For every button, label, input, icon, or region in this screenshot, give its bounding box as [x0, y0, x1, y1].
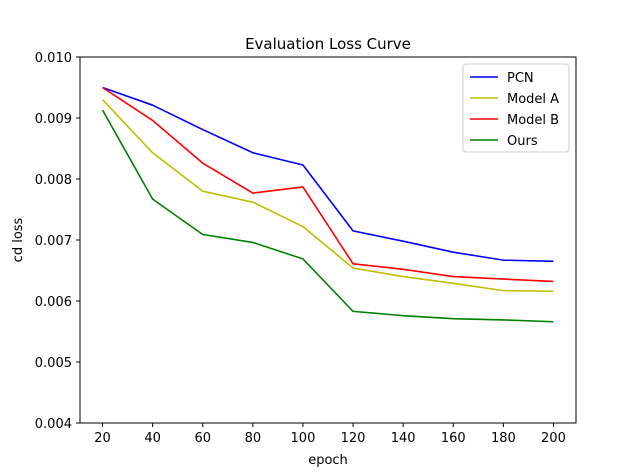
legend-label-pcn: PCN [507, 71, 534, 86]
y-tick-label: 0.007 [35, 234, 72, 249]
y-tick-label: 0.009 [35, 112, 72, 127]
y-tick-label: 0.008 [35, 173, 72, 188]
y-tick-label: 0.006 [35, 295, 72, 310]
x-tick-label: 20 [94, 431, 111, 446]
x-tick-label: 180 [491, 431, 516, 446]
series-line-ours [101, 109, 554, 323]
y-tick-label: 0.004 [35, 417, 72, 432]
x-tick-label: 120 [341, 431, 366, 446]
y-axis-label: cd loss [11, 217, 26, 262]
y-tick-label: 0.005 [35, 356, 72, 371]
plot-lines [101, 86, 554, 323]
legend-box [462, 63, 570, 153]
x-axis: 20 40 60 80 100 120 140 160 180 200 [94, 423, 566, 446]
x-tick-label: 60 [194, 431, 211, 446]
x-tick-label: 140 [391, 431, 416, 446]
chart-title: Evaluation Loss Curve [245, 35, 411, 53]
x-tick-label: 80 [245, 431, 262, 446]
x-tick-label: 100 [291, 431, 316, 446]
x-tick-label: 200 [541, 431, 566, 446]
y-axis: 0.004 0.005 0.006 0.007 0.008 0.009 0.010 [35, 51, 80, 432]
y-tick-label: 0.010 [35, 51, 72, 66]
x-axis-label: epoch [308, 453, 348, 468]
legend-label-ours: Ours [507, 134, 538, 149]
series-line-pcn [102, 86, 554, 263]
series-line-model-a [101, 99, 554, 293]
x-tick-label: 40 [144, 431, 161, 446]
series-line-model-b [102, 86, 554, 283]
legend: PCN Model A Model B Ours [462, 63, 570, 153]
legend-label-model-a: Model A [507, 92, 559, 107]
x-tick-label: 160 [441, 431, 466, 446]
legend-label-model-b: Model B [507, 113, 559, 128]
